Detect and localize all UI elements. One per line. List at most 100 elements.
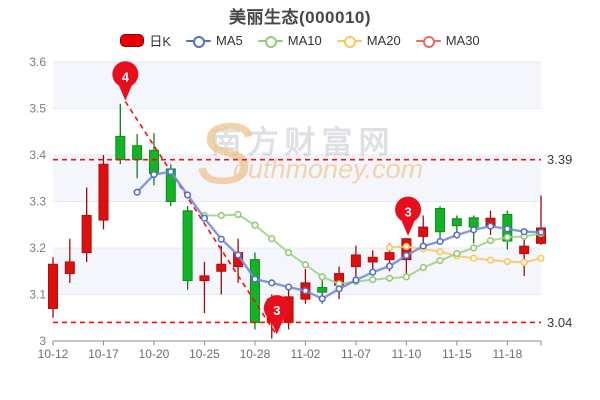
ma5-marker [352,276,360,284]
watermark-cn-text: 南方财富网 [211,125,396,160]
ma20-marker [486,256,495,264]
ma5-marker [167,168,175,176]
x-axis-label: 10-20 [139,347,170,361]
marker-pin-icon [263,295,290,335]
ma5-marker [251,275,259,283]
x-axis-label: 10-25 [189,347,220,361]
line-marker-legend-icon [257,35,283,48]
ma10-marker [217,211,225,220]
y-axis-label: 3.2 [29,241,46,255]
legend-label: MA20 [366,33,401,48]
candle-10-24[interactable] [182,210,193,282]
ma5-marker [184,191,192,199]
y-axis-label: 3.5 [29,102,46,116]
ma5-marker [234,251,242,259]
reference-line-label: 3.39 [547,152,572,167]
ma5-marker [133,188,141,196]
line-marker-legend-icon [415,35,441,48]
event-marker-3[interactable]: 3 [263,295,290,335]
legend-item-ma20[interactable]: MA20 [336,33,401,48]
ma5-marker [486,222,495,230]
x-axis-label: 11-07 [341,347,371,361]
ma5-marker [301,287,310,295]
ma5-marker [284,283,293,291]
ma20-marker [520,258,528,267]
ma5-marker [436,237,444,246]
x-axis-label: 10-17 [88,347,119,361]
ma10-marker [453,249,461,258]
ma20-marker [385,243,394,252]
candle-11-21[interactable] [519,245,530,255]
ma5-marker [200,214,209,222]
ma5-line[interactable] [133,168,545,303]
y-axis-label: 3.1 [29,288,46,302]
ma5-marker [503,225,511,233]
ma5-marker [537,228,545,236]
ma5-marker [402,251,410,260]
candle-10-26[interactable] [216,263,227,272]
candle-10-12[interactable] [48,263,58,309]
x-axis-label: 11-15 [442,347,472,361]
ma5-marker [369,268,377,276]
plot-band [53,248,541,295]
legend-label: MA30 [445,33,480,48]
ma10-marker [385,274,394,282]
x-axis-label: 10-12 [38,347,69,361]
candle-11-16[interactable] [468,217,479,228]
candle-10-17[interactable] [98,163,109,221]
candle-10-25[interactable] [199,275,210,282]
y-axis-label: 3.4 [29,148,46,162]
ma20-marker [503,257,511,266]
ma5-marker [268,279,276,287]
ma10-marker [268,235,276,243]
candle-10-28[interactable] [249,259,260,323]
candle-11-14[interactable] [435,207,446,233]
ma10-marker [369,276,377,284]
ma10-marker [436,256,444,265]
ma10-marker [301,261,310,269]
ma10-marker [318,273,326,281]
candle-10-19[interactable] [132,145,143,161]
legend-item-ma5[interactable]: MA5 [186,33,243,48]
ma5-marker [419,242,427,250]
candle-11-09[interactable] [384,252,395,261]
candle-10-18[interactable] [115,135,126,161]
candle-11-07[interactable] [350,254,361,268]
y-axis-label: 3.6 [29,55,46,69]
candle-11-08[interactable] [367,256,378,263]
ma5-marker [453,231,461,239]
event-marker-4[interactable]: 4 [112,61,139,101]
candle-10-13[interactable] [64,261,75,275]
ma5-marker [318,295,326,303]
line-marker-legend-icon [336,35,362,48]
ma10-marker [470,244,478,252]
marker-pin-icon [395,196,422,236]
candle-11-15[interactable] [451,218,462,227]
legend-item-ma30[interactable]: MA30 [415,33,480,48]
legend-label: MA5 [216,33,243,48]
candle-10-20[interactable] [148,149,159,175]
legend-item-ma10[interactable]: MA10 [257,33,322,48]
ma5-marker [335,285,343,293]
reference-line-label: 3.04 [547,315,572,330]
ma5-marker [385,262,394,270]
ma20-path [388,245,542,264]
ma20-marker [537,254,545,262]
x-axis-label: 11-02 [291,347,321,361]
line-marker-legend-icon [186,35,212,48]
candle-11-03[interactable] [317,287,328,293]
y-axis-label: 3.3 [29,195,46,209]
ma10-marker [402,273,410,281]
marker-count: 3 [404,205,411,220]
legend-item-kk[interactable]: 日K [120,31,171,50]
ma10-marker [251,221,259,229]
event-marker-3[interactable]: 3 [395,196,422,236]
candle-11-11[interactable] [418,226,429,237]
ma10-marker [419,263,427,272]
candlestick-legend-icon [120,34,145,47]
ma20-marker [436,248,444,256]
y-axis-label: 3 [39,334,46,348]
ma20-marker [470,254,478,262]
candle-10-14[interactable] [81,214,92,254]
